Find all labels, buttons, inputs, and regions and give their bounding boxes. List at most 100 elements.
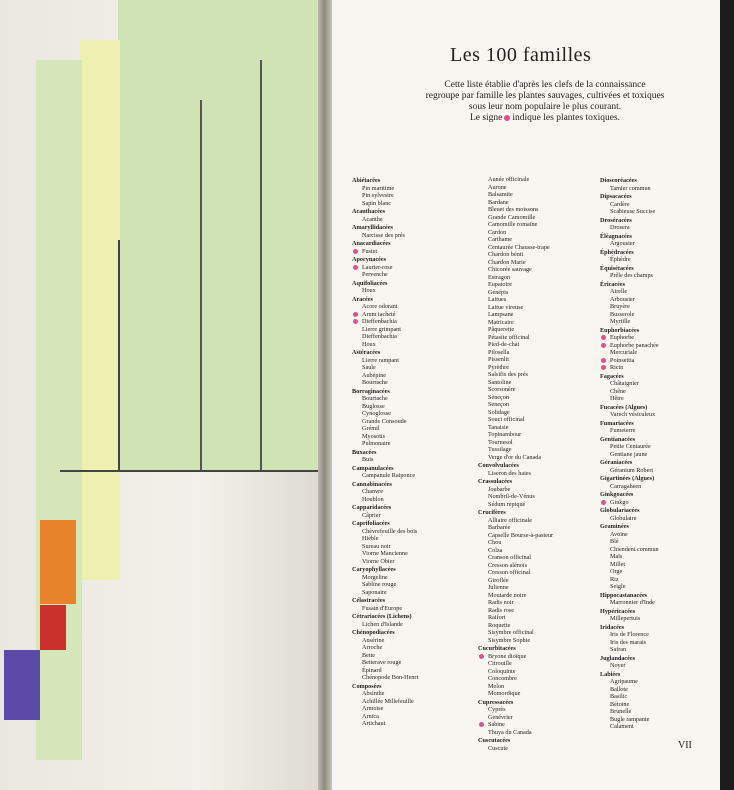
plant-name: Bleuet des moissons (488, 206, 539, 213)
orange-box (40, 520, 76, 604)
plant-name: Laitue vireuse (488, 303, 524, 311)
plant-name: Éphèdre (610, 256, 631, 263)
plant-name: Narcisse des prés (362, 231, 405, 239)
plant-name: Aubépine (362, 371, 387, 379)
plant-name: Acanthe (362, 215, 383, 223)
family-name: Abiétacées (352, 177, 381, 184)
purple-box (4, 650, 40, 720)
plant-name: Balsamite (488, 191, 513, 198)
family-name: Campanulacées (352, 464, 394, 472)
plant-name: Hièble (362, 535, 379, 542)
plant-name: Maïs (610, 553, 623, 560)
intro-line: Cette liste établie d'après les clefs de… (444, 80, 646, 90)
plant-name: Ballote (610, 685, 628, 693)
plant-name: Sisymbre Sophie (488, 636, 531, 644)
table-background (720, 0, 734, 790)
plant-name: Morgeline (362, 573, 388, 581)
intro-line: regroupe par famille les plantes sauvage… (425, 91, 665, 101)
plant-name: Giroflée (488, 576, 509, 584)
plant-name: Radis noir (488, 599, 514, 606)
plant-name: Varech vésiculeux (610, 411, 656, 418)
family-name: Cétrariacées (Lichens) (352, 613, 412, 620)
plant-name: Houx (362, 340, 376, 348)
family-name: Anacardiacées (352, 240, 391, 247)
plant-name: Prêle des champs (610, 272, 653, 279)
plant-name: Myosotis (362, 432, 386, 440)
plant-name: Géranium Robert (610, 466, 654, 474)
family-name: Équisétacées (600, 264, 634, 272)
plant-name: Busserole (610, 310, 635, 318)
family-name: Caryophyllacées (352, 566, 396, 573)
family-name: Cannabinacées (352, 480, 392, 488)
family-name: Apocynacées (352, 256, 387, 263)
plant-name: Camomille romaine (488, 221, 538, 228)
yellow-band (80, 40, 120, 580)
plant-name: Chanvre (362, 488, 383, 495)
plant-name: Cuscute (488, 744, 508, 752)
plant-name: Grande Consoude (362, 417, 407, 425)
plant-name: Cardon (488, 228, 507, 236)
toxic-plant-name: Euphorbe (600, 334, 720, 342)
family-name: Éléagnacées (600, 232, 632, 240)
plant-name: Drosera (610, 224, 630, 231)
plant-name: Calament (610, 723, 634, 730)
plant-name: Julienne (488, 584, 509, 591)
plant-name: Cresson officinal (488, 569, 531, 576)
toxic-plant-name: Bryone dioïque (478, 653, 596, 661)
family-name: Dioscoréacées (600, 177, 637, 184)
plant-name: Estragon (488, 273, 510, 281)
plant-name: Viorne Mancienne (362, 550, 408, 557)
toxic-plant-name: Ginkgo (600, 499, 720, 507)
page-title: Les 100 familles (450, 44, 592, 66)
intro-line-start: Le signe (469, 113, 503, 123)
toxic-plant-name: Fustet (352, 248, 462, 256)
plant-name: Carragaheen (610, 482, 642, 490)
plant-name: Melon (488, 682, 505, 690)
family-name: Juglandacées (600, 654, 636, 662)
chart-line (60, 470, 320, 472)
plant-name: Airelle (610, 288, 628, 295)
plant-name: Brunelle (610, 708, 632, 715)
plant-name: Genévrier (488, 713, 513, 721)
toxic-plant-name: Euphorbe panachée (600, 342, 720, 350)
plant-name: Chicorée sauvage (488, 266, 532, 273)
family-name: Hippocastanacées (600, 591, 648, 599)
plant-name: Bourrache (362, 395, 388, 402)
plant-name: Scabieuse Succise (610, 208, 656, 215)
family-name: Composées (352, 682, 382, 690)
plant-name: Argousier (610, 240, 635, 247)
plant-name: Solidage (488, 408, 510, 416)
plant-name: Pyrèthre (488, 363, 509, 371)
plant-name: Chèvrefeuille des bois (362, 527, 418, 535)
family-column-2: Aunée officinale Aurone Balsamite Bardane Bl… (478, 176, 596, 752)
plant-name: Pétasite officinal (488, 333, 530, 341)
plant-name: Cranson officinal (488, 554, 532, 561)
plant-name: Absinthe (362, 690, 385, 697)
plant-name: Riz (610, 575, 619, 583)
plant-name: Millepertuis (610, 615, 641, 622)
plant-name: Armoise (362, 705, 384, 712)
plant-name: Génépis (488, 288, 509, 296)
family-name: Ginkgoacées (600, 491, 634, 498)
family-name: Caprifoliacées (352, 520, 390, 527)
book-spine (318, 0, 334, 790)
plant-name: Arroche (362, 644, 383, 651)
plant-name: Pin maritime (362, 184, 395, 192)
plant-name: Sèneçon (488, 393, 509, 401)
plant-name: Épinard (362, 666, 382, 674)
plant-name: Iris des marais (610, 638, 647, 646)
plant-name: Hêtre (610, 395, 624, 402)
plant-name: Iris de Florence (610, 631, 649, 638)
plant-name: Houx (362, 287, 376, 294)
plant-name: Aunée officinale (488, 176, 530, 183)
plant-name: Arnica (362, 712, 379, 720)
family-name: Fagacées (600, 372, 624, 380)
family-name: Célastracées (352, 597, 385, 604)
intro-paragraph: Cette liste établie d'après les clefs de… (395, 80, 695, 124)
plant-name: Radis rose (488, 606, 514, 614)
family-name: Crucifères (478, 509, 506, 516)
family-name: Gigartinées (Algues) (600, 475, 655, 482)
family-name: Éphédracées (600, 248, 634, 256)
intro-line: Le signe indique les plantes toxiques. (395, 113, 695, 124)
plant-name: Globulaire (610, 514, 637, 522)
